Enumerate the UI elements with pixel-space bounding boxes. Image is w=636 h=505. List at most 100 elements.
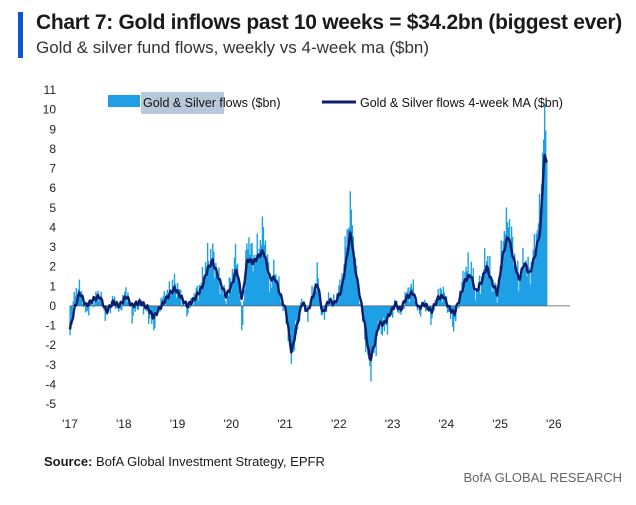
- y-tick-label: -1: [45, 319, 56, 333]
- chart-title: Chart 7: Gold inflows past 10 weeks = $3…: [36, 11, 622, 34]
- flow-bar: [262, 227, 265, 306]
- title-accent-bar: [18, 12, 23, 58]
- flow-bar: [383, 305, 386, 332]
- flow-bar: [93, 305, 95, 308]
- flow-bar: [379, 305, 381, 320]
- flow-bar: [142, 305, 145, 315]
- flow-bar: [73, 292, 75, 306]
- y-tick-label: 1: [49, 279, 56, 293]
- flow-bar: [121, 305, 123, 311]
- flow-bar: [536, 230, 539, 306]
- flow-bar: [382, 305, 385, 318]
- flow-bar: [79, 294, 82, 306]
- flow-bar: [294, 305, 297, 321]
- flow-bar: [371, 305, 373, 351]
- flow-bar: [205, 266, 208, 306]
- flow-bar: [269, 282, 272, 306]
- flow-bar: [322, 305, 325, 312]
- flow-bar: [296, 305, 299, 330]
- flow-bar: [291, 305, 294, 353]
- flow-bar: [277, 289, 279, 306]
- y-tick-label: 4: [49, 220, 56, 234]
- flow-bar: [250, 243, 252, 306]
- flow-bar: [468, 275, 470, 306]
- flow-bar: [398, 305, 400, 314]
- flow-bar: [249, 254, 251, 306]
- flow-bar: [244, 290, 246, 306]
- flow-bar: [227, 295, 229, 306]
- flow-bar: [109, 305, 112, 314]
- flow-bar: [356, 284, 359, 306]
- flow-bar: [315, 290, 317, 306]
- flow-bar: [481, 273, 484, 306]
- flow-bar: [235, 265, 238, 306]
- flow-bar: [447, 305, 450, 313]
- flow-bar: [307, 305, 309, 322]
- flow-bar: [176, 282, 179, 306]
- flow-bar: [502, 241, 505, 306]
- flow-bar: [212, 243, 214, 306]
- flow-bar: [197, 300, 200, 306]
- flow-bar: [528, 267, 530, 306]
- flow-bar: [69, 305, 71, 336]
- flow-bar: [163, 291, 165, 306]
- flow-bar: [177, 292, 180, 306]
- x-tick-label: '23: [385, 417, 401, 431]
- flow-bar: [131, 305, 133, 324]
- flow-bar: [458, 305, 460, 309]
- flow-bar: [280, 302, 282, 306]
- flow-bar: [413, 300, 416, 306]
- flow-bar: [408, 302, 410, 306]
- y-tick-label: 0: [49, 299, 56, 313]
- flow-bar: [358, 303, 361, 306]
- flow-bar: [534, 253, 537, 306]
- flow-bar: [372, 305, 374, 350]
- flow-bar: [217, 273, 219, 306]
- flow-bar: [136, 305, 139, 310]
- flow-bar: [501, 256, 503, 306]
- flow-bar: [509, 238, 512, 306]
- flow-bar: [237, 280, 240, 306]
- flow-bar: [546, 159, 548, 306]
- flow-bar: [85, 305, 88, 312]
- chart-legend: Gold & Silver flows ($bn) Gold & Silver …: [108, 92, 563, 114]
- flow-bar: [486, 261, 488, 306]
- flow-bar: [207, 261, 210, 306]
- flow-bar: [516, 266, 518, 306]
- flow-bar: [86, 305, 89, 311]
- flow-bar: [170, 293, 173, 306]
- flow-bar: [255, 254, 257, 306]
- flow-bar: [497, 285, 499, 306]
- flow-bar: [494, 282, 496, 306]
- x-tick-label: '26: [546, 417, 562, 431]
- y-tick-label: 6: [49, 181, 56, 195]
- flow-bar: [488, 271, 490, 306]
- flow-bar: [465, 266, 467, 306]
- flow-bar: [200, 282, 203, 306]
- flow-bar: [257, 256, 259, 306]
- flow-bar: [464, 271, 466, 306]
- flow-bar: [213, 251, 215, 306]
- flow-bar: [211, 260, 213, 306]
- flow-bar: [226, 292, 228, 306]
- flow-bar: [510, 226, 513, 306]
- flow-bar: [282, 305, 284, 311]
- flow-bar: [268, 291, 271, 306]
- flow-bar: [520, 275, 522, 306]
- flow-bar: [499, 266, 501, 306]
- flow-bar: [172, 287, 175, 306]
- flow-bar: [403, 305, 405, 310]
- flow-bar: [71, 305, 73, 325]
- flow-bar: [224, 300, 226, 306]
- flow-bar: [523, 265, 525, 306]
- y-tick-label: 9: [49, 122, 56, 136]
- legend-line-label: Gold & Silver flows 4-week MA ($bn): [360, 96, 563, 110]
- flow-bar: [430, 305, 432, 325]
- flow-bar: [476, 292, 479, 306]
- flow-bar: [253, 254, 255, 306]
- flow-bar: [507, 227, 510, 306]
- flow-bar: [210, 248, 212, 306]
- flow-bar: [475, 289, 478, 306]
